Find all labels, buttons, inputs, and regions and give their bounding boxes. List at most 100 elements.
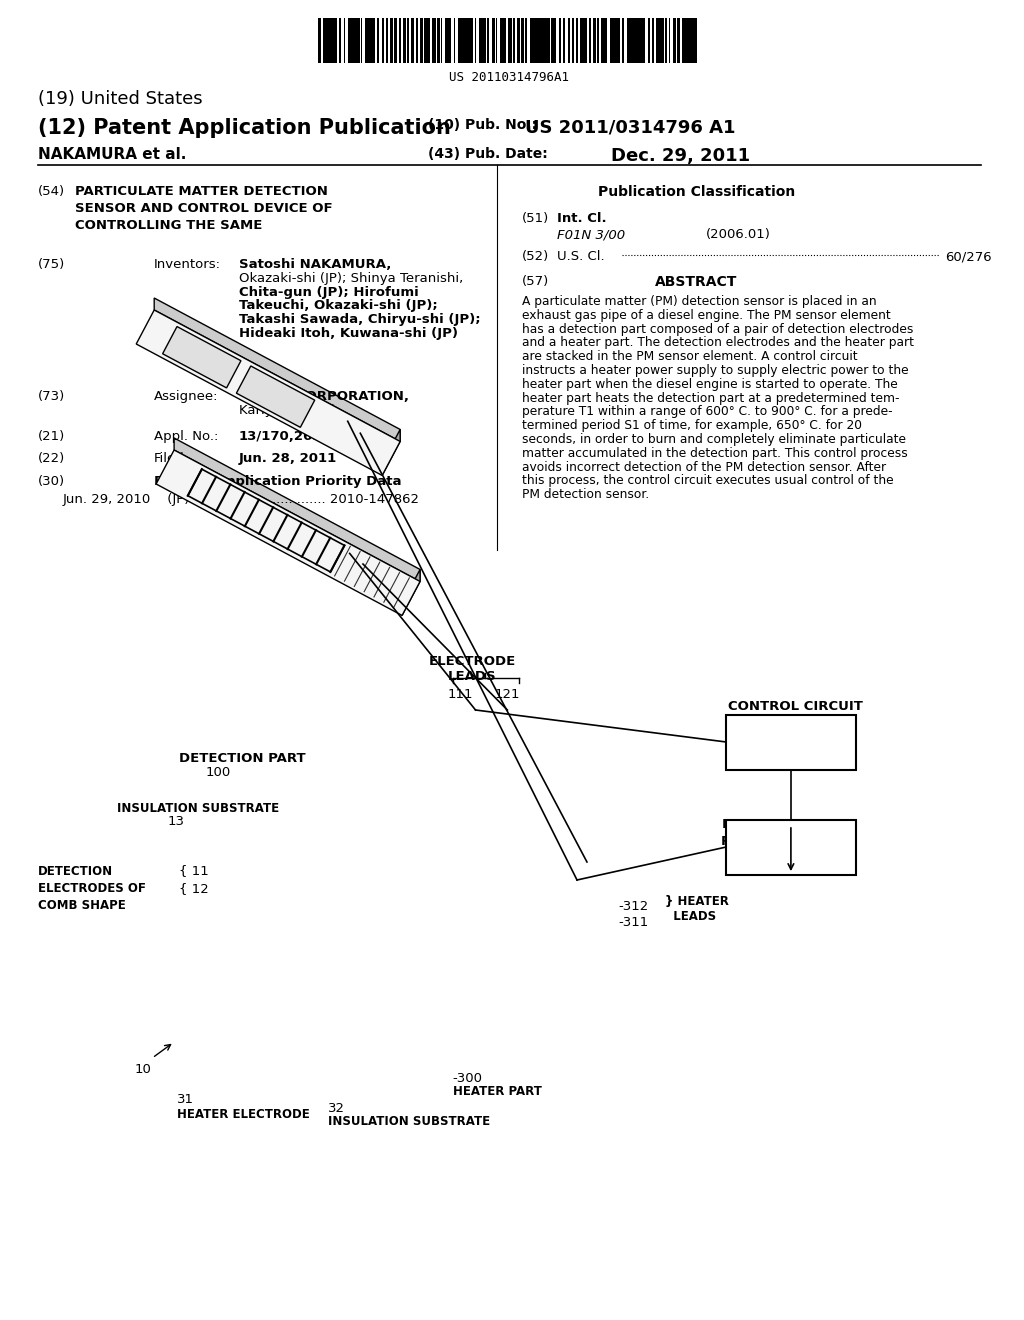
Text: heater part heats the detection part at a predetermined tem-: heater part heats the detection part at … bbox=[522, 392, 900, 405]
Bar bbox=[436, 18, 440, 63]
Text: ELECTRODE
LEADS: ELECTRODE LEADS bbox=[429, 655, 516, 682]
Text: termined period S1 of time, for example, 650° C. for 20: termined period S1 of time, for example,… bbox=[522, 420, 862, 432]
Text: Takeuchi, Okazaki-shi (JP);: Takeuchi, Okazaki-shi (JP); bbox=[239, 300, 437, 313]
Text: Satoshi NAKAMURA,: Satoshi NAKAMURA, bbox=[239, 257, 391, 271]
Bar bbox=[462, 18, 467, 63]
Text: { 12: { 12 bbox=[179, 882, 209, 895]
Bar bbox=[360, 18, 361, 63]
Bar bbox=[458, 18, 463, 63]
Text: 121: 121 bbox=[495, 688, 520, 701]
Bar bbox=[398, 18, 400, 63]
Text: US 2011/0314796 A1: US 2011/0314796 A1 bbox=[525, 117, 736, 136]
Bar bbox=[690, 18, 695, 63]
Text: Hideaki Itoh, Kuwana-shi (JP): Hideaki Itoh, Kuwana-shi (JP) bbox=[239, 327, 458, 341]
Bar bbox=[390, 18, 393, 63]
Bar bbox=[534, 18, 538, 63]
Text: Jun. 29, 2010    (JP) ................................ 2010-147862: Jun. 29, 2010 (JP) .....................… bbox=[62, 492, 420, 506]
Bar bbox=[432, 18, 435, 63]
Bar bbox=[365, 18, 370, 63]
Bar bbox=[585, 18, 587, 63]
Text: A particulate matter (PM) detection sensor is placed in an: A particulate matter (PM) detection sens… bbox=[522, 294, 877, 308]
Text: Publication Classification: Publication Classification bbox=[598, 185, 795, 199]
Polygon shape bbox=[174, 438, 420, 581]
Bar bbox=[589, 18, 591, 63]
Bar bbox=[521, 18, 524, 63]
Text: HEATER PART: HEATER PART bbox=[453, 1085, 542, 1098]
Bar bbox=[344, 18, 345, 63]
Text: heater part when the diesel engine is started to operate. The: heater part when the diesel engine is st… bbox=[522, 378, 898, 391]
Bar bbox=[479, 18, 482, 63]
Text: (19) United States: (19) United States bbox=[38, 90, 203, 108]
Text: (75): (75) bbox=[38, 257, 66, 271]
Polygon shape bbox=[402, 569, 420, 615]
Text: Foreign Application Priority Data: Foreign Application Priority Data bbox=[155, 475, 401, 488]
Bar bbox=[348, 18, 352, 63]
Text: Int. Cl.: Int. Cl. bbox=[557, 213, 607, 224]
Text: (22): (22) bbox=[38, 451, 66, 465]
Bar bbox=[726, 820, 856, 875]
Bar bbox=[614, 18, 618, 63]
Bar bbox=[509, 18, 512, 63]
Bar bbox=[639, 18, 644, 63]
Bar bbox=[428, 18, 430, 63]
Text: Inventors:: Inventors: bbox=[155, 257, 221, 271]
Text: 100: 100 bbox=[206, 766, 231, 779]
Bar bbox=[517, 18, 520, 63]
Text: (51): (51) bbox=[522, 213, 550, 224]
Text: PM detection sensor.: PM detection sensor. bbox=[522, 488, 649, 502]
Bar bbox=[551, 18, 556, 63]
Bar bbox=[369, 18, 374, 63]
Bar bbox=[500, 18, 505, 63]
Bar bbox=[454, 18, 455, 63]
Text: 10: 10 bbox=[134, 1063, 152, 1076]
Text: 31: 31 bbox=[177, 1093, 195, 1106]
Text: this process, the control circuit executes usual control of the: this process, the control circuit execut… bbox=[522, 474, 894, 487]
Text: { 11: { 11 bbox=[179, 865, 209, 876]
Bar bbox=[597, 18, 599, 63]
Text: PARTICULATE MATTER DETECTION
SENSOR AND CONTROL DEVICE OF
CONTROLLING THE SAME: PARTICULATE MATTER DETECTION SENSOR AND … bbox=[75, 185, 332, 232]
Text: (21): (21) bbox=[38, 430, 66, 444]
Bar bbox=[665, 18, 668, 63]
Bar bbox=[335, 18, 337, 63]
Text: DENSO CORPORATION,: DENSO CORPORATION, bbox=[239, 389, 409, 403]
Text: US 20110314796A1: US 20110314796A1 bbox=[450, 71, 569, 84]
Text: (12) Patent Application Publication: (12) Patent Application Publication bbox=[38, 117, 451, 139]
Text: Takashi Sawada, Chiryu-shi (JP);: Takashi Sawada, Chiryu-shi (JP); bbox=[239, 313, 480, 326]
Bar bbox=[682, 18, 686, 63]
Bar bbox=[571, 18, 574, 63]
Bar bbox=[577, 18, 579, 63]
Bar bbox=[378, 18, 379, 63]
Bar bbox=[529, 18, 535, 63]
Bar bbox=[424, 18, 428, 63]
Bar bbox=[581, 18, 585, 63]
Polygon shape bbox=[237, 366, 314, 428]
Bar bbox=[644, 18, 645, 63]
Bar bbox=[525, 18, 527, 63]
Text: } HEATER: } HEATER bbox=[665, 895, 728, 908]
Bar bbox=[559, 18, 561, 63]
Bar bbox=[726, 715, 856, 770]
Text: 111: 111 bbox=[447, 688, 473, 701]
Text: Okazaki-shi (JP); Shinya Teranishi,: Okazaki-shi (JP); Shinya Teranishi, bbox=[239, 272, 463, 285]
Text: are stacked in the PM sensor element. A control circuit: are stacked in the PM sensor element. A … bbox=[522, 350, 858, 363]
Bar bbox=[694, 18, 697, 63]
Text: CONTROL CIRCUIT: CONTROL CIRCUIT bbox=[728, 700, 863, 713]
Text: and a heater part. The detection electrodes and the heater part: and a heater part. The detection electro… bbox=[522, 337, 914, 350]
Bar bbox=[678, 18, 680, 63]
Bar bbox=[382, 18, 384, 63]
Bar bbox=[547, 18, 550, 63]
Bar bbox=[648, 18, 650, 63]
Bar bbox=[669, 18, 671, 63]
Text: Dec. 29, 2011: Dec. 29, 2011 bbox=[611, 147, 750, 165]
Text: (10) Pub. No.:: (10) Pub. No.: bbox=[428, 117, 537, 132]
Bar bbox=[623, 18, 624, 63]
Text: instructs a heater power supply to supply electric power to the: instructs a heater power supply to suppl… bbox=[522, 364, 909, 378]
Bar bbox=[635, 18, 639, 63]
Text: 2: 2 bbox=[786, 715, 796, 729]
Bar bbox=[567, 18, 570, 63]
Bar bbox=[374, 18, 375, 63]
Text: (52): (52) bbox=[522, 249, 550, 263]
Text: NAKAMURA et al.: NAKAMURA et al. bbox=[38, 147, 186, 162]
Text: (73): (73) bbox=[38, 389, 66, 403]
Text: Chita-gun (JP); Hirofumi: Chita-gun (JP); Hirofumi bbox=[239, 285, 419, 298]
